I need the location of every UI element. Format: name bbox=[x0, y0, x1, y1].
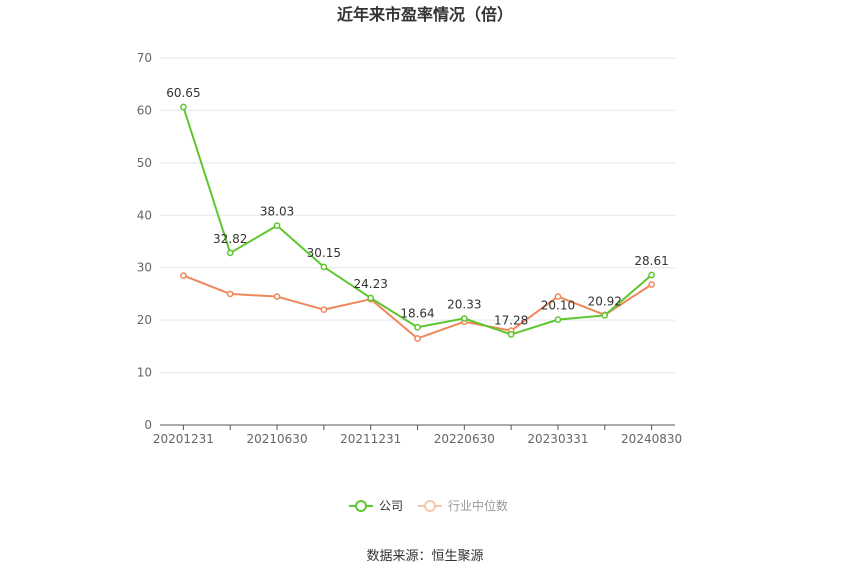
data-point bbox=[273, 293, 281, 300]
data-point bbox=[226, 249, 234, 257]
x-tick-label: 20230331 bbox=[527, 432, 588, 446]
x-tick-label: 20240830 bbox=[621, 432, 682, 446]
data-label: 32.82 bbox=[213, 232, 247, 246]
data-label: 20.33 bbox=[447, 297, 481, 311]
x-tick-label: 20201231 bbox=[153, 432, 214, 446]
y-tick-label: 60 bbox=[137, 103, 152, 117]
legend-item-1[interactable]: 行业中位数 bbox=[418, 498, 508, 513]
data-label: 30.15 bbox=[307, 246, 341, 260]
chart-title: 近年来市盈率情况（倍） bbox=[337, 5, 513, 24]
data-label: 38.03 bbox=[260, 205, 294, 219]
data-point bbox=[648, 281, 655, 288]
x-tick-label: 20220630 bbox=[434, 432, 495, 446]
data-labels: 60.65 32.82 38.03 30.15 24.23 18.64 20.33 17.28… bbox=[166, 86, 669, 327]
data-point bbox=[601, 311, 609, 319]
data-label: 20.92 bbox=[588, 294, 622, 308]
legend-marker bbox=[355, 500, 367, 512]
y-tick-label: 10 bbox=[137, 366, 152, 380]
legend-marker bbox=[424, 500, 436, 512]
data-point bbox=[180, 272, 187, 279]
data-point bbox=[320, 306, 328, 314]
legend-item-0[interactable]: 公司 bbox=[349, 499, 403, 513]
data-point bbox=[226, 290, 234, 298]
data-point bbox=[320, 263, 328, 271]
data-point bbox=[273, 222, 281, 229]
y-axis: 0 10 20 30 40 50 60 70 bbox=[137, 51, 152, 432]
y-tick-label: 20 bbox=[137, 313, 152, 327]
source-note: 数据来源：恒生聚源 bbox=[366, 549, 483, 564]
data-label: 18.64 bbox=[400, 306, 434, 320]
data-label: 24.23 bbox=[354, 277, 388, 291]
data-point bbox=[180, 103, 187, 111]
y-tick-label: 40 bbox=[137, 208, 152, 222]
series-line-0 bbox=[182, 106, 653, 336]
data-point bbox=[507, 331, 515, 338]
x-tick-label: 20211231 bbox=[340, 432, 401, 446]
y-tick-label: 0 bbox=[144, 418, 152, 432]
series-group bbox=[180, 103, 655, 342]
data-label: 20.10 bbox=[541, 299, 575, 313]
y-tick-label: 70 bbox=[137, 51, 152, 65]
x-tick-label: 20210630 bbox=[247, 432, 308, 446]
grid-lines bbox=[160, 57, 675, 374]
data-point bbox=[554, 293, 562, 300]
legend-label: 行业中位数 bbox=[448, 498, 508, 513]
data-point bbox=[367, 294, 375, 302]
y-tick-label: 50 bbox=[137, 156, 152, 170]
data-label: 60.65 bbox=[166, 86, 200, 100]
x-axis: 20201231 20210630 20211231 20220630 20230331… bbox=[153, 424, 682, 446]
data-point bbox=[414, 335, 421, 342]
y-tick-label: 30 bbox=[137, 261, 152, 275]
data-point bbox=[554, 316, 562, 323]
legend[interactable]: 公司 行业中位数 bbox=[349, 498, 508, 513]
data-label: 28.61 bbox=[634, 254, 668, 268]
data-label: 17.28 bbox=[494, 313, 528, 327]
legend-label: 公司 bbox=[379, 499, 403, 513]
data-point bbox=[460, 315, 468, 322]
data-point bbox=[648, 271, 655, 279]
data-point bbox=[414, 323, 421, 331]
